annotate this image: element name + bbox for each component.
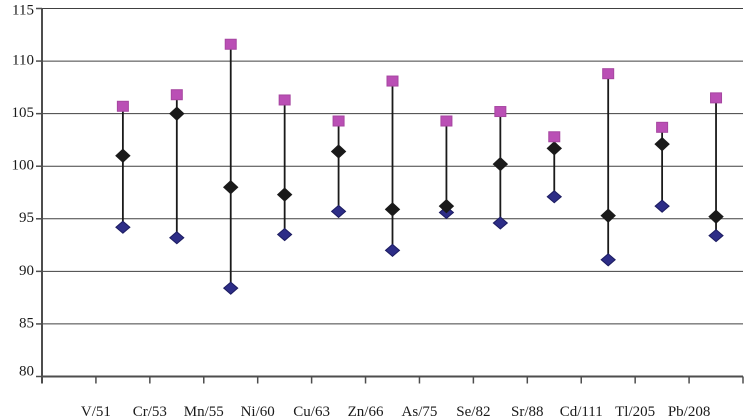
category-series [169,89,185,245]
y-tick-label: 115 [12,2,34,18]
category-series [115,100,131,234]
category-series [708,92,724,243]
low-marker [115,220,131,234]
category-series [600,68,616,267]
high-marker [494,106,507,118]
low-marker [169,231,185,245]
mid-marker [384,202,401,217]
mid-marker [222,180,239,195]
low-marker [330,204,347,219]
y-tick-labels: 80 85 90 95 100 105 110 115 [12,2,35,379]
high-marker [710,92,723,104]
category-series [492,106,509,230]
y-tick-label: 95 [19,210,34,226]
x-category-label: V/51 [81,404,111,420]
x-category-label: Ni/60 [241,404,275,420]
low-marker [492,216,509,230]
x-category-label: Zn/66 [348,404,384,420]
low-marker [654,199,670,213]
category-series [330,115,347,219]
y-tick-label: 105 [12,105,35,121]
high-marker [440,115,453,127]
x-category-label: As/75 [402,404,438,420]
mid-marker [546,141,563,156]
mid-marker [169,106,185,121]
x-category-label: Sr/88 [511,404,544,420]
category-series [654,121,670,213]
mid-marker [654,136,670,152]
x-category-label: Cr/53 [133,404,167,420]
mid-marker [115,148,131,163]
x-category-labels: V/51 Cr/53 Mn/55 Ni/60 Cu/63 Zn/66 As/75 Se/82 S… [81,404,710,420]
low-marker [276,227,293,242]
category-series [438,115,455,220]
low-marker [600,253,616,267]
low-marker [546,190,563,204]
x-category-label: Mn/55 [184,404,224,420]
category-series [384,75,401,257]
y-tick-label: 85 [19,315,34,331]
high-marker [386,75,399,87]
high-marker [656,121,669,133]
mid-marker [492,156,509,172]
high-marker [224,38,237,50]
x-axis [41,375,744,384]
mid-marker [708,209,724,224]
high-marker [602,68,615,80]
x-category-label: Tl/205 [615,404,655,420]
x-category-label: Pb/208 [668,404,711,420]
x-category-label: Se/82 [456,404,490,420]
data-series [115,38,724,295]
mid-marker [276,187,293,202]
low-marker [222,281,239,295]
y-tick-label: 90 [19,263,34,279]
mid-marker [438,198,455,214]
y-axis [36,7,43,384]
category-series [222,38,239,295]
y-tick-label: 100 [12,158,35,174]
mid-marker [330,144,347,159]
high-marker [278,94,291,106]
low-marker [708,228,724,243]
high-marker [116,100,129,112]
high-marker [170,89,183,101]
category-series [546,131,563,204]
x-category-label: Cd/111 [560,404,603,420]
y-tick-label: 110 [12,53,34,69]
low-marker [384,243,401,257]
high-marker [548,131,561,143]
mid-marker [600,208,616,223]
x-category-label: Cu/63 [293,404,330,420]
category-series [276,94,293,242]
y-tick-label: 80 [19,363,34,379]
high-marker [332,115,345,127]
